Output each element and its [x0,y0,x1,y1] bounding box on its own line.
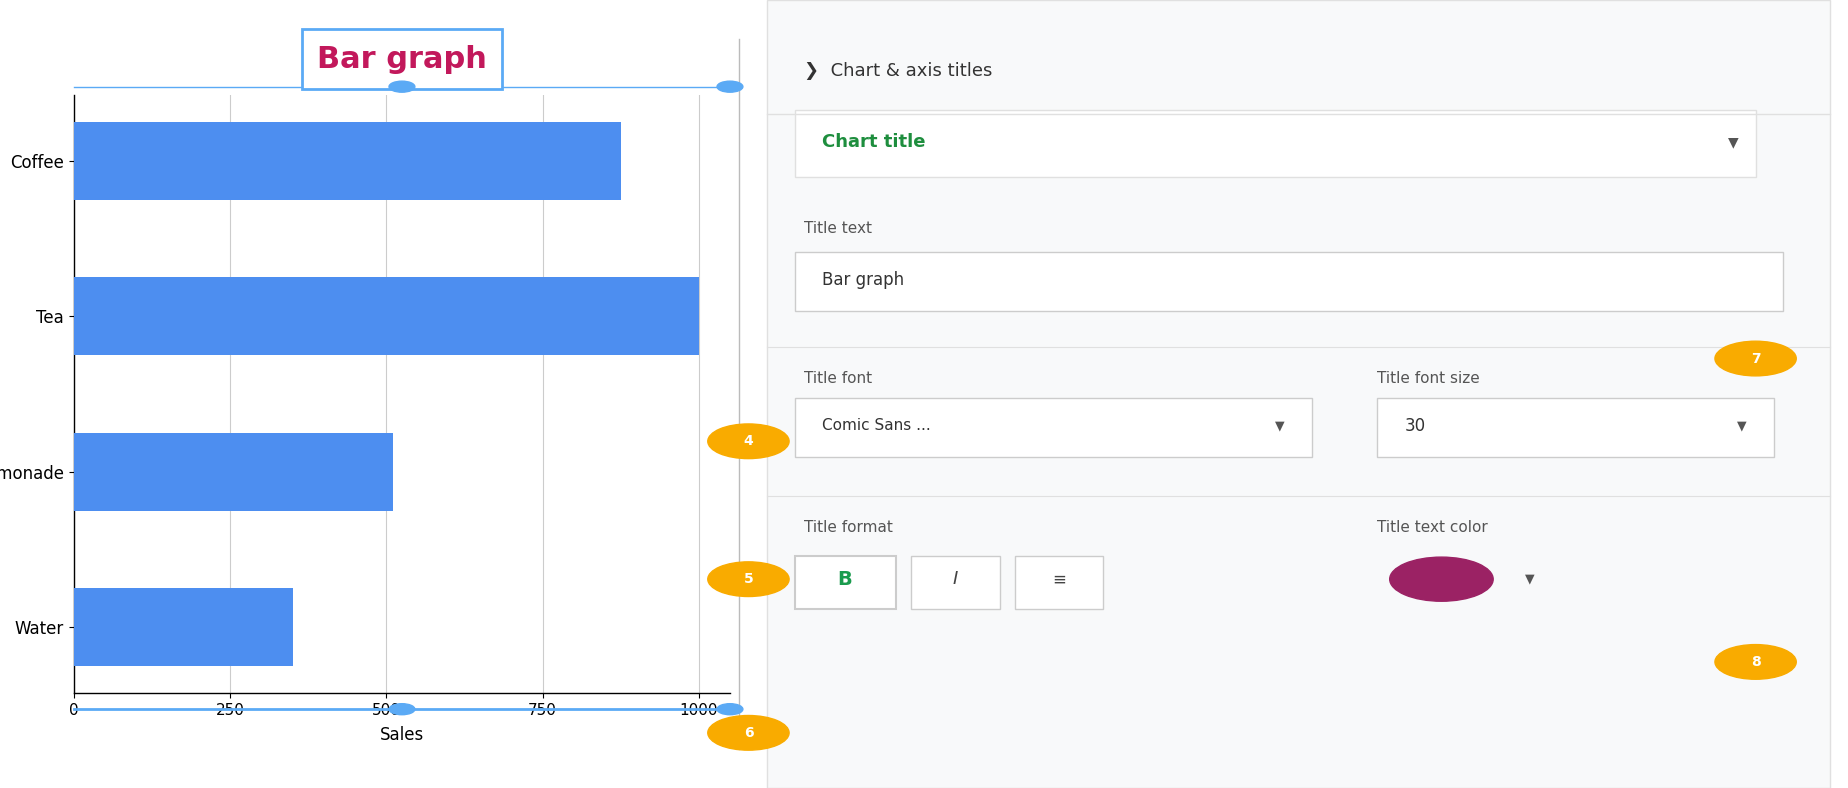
Text: I: I [954,571,957,588]
Text: ▼: ▼ [1275,419,1284,432]
Text: 6: 6 [743,726,754,740]
Text: B: B [837,570,852,589]
Text: Title font size: Title font size [1377,370,1480,386]
Bar [74,589,292,666]
Text: Title font: Title font [804,370,872,386]
Bar [74,277,699,355]
Text: Bar graph: Bar graph [318,45,486,73]
Text: ▼: ▼ [1728,135,1739,149]
Text: ≡: ≡ [1052,571,1066,588]
Text: Title text color: Title text color [1377,520,1488,536]
Text: ▼: ▼ [1737,419,1746,432]
Text: 5: 5 [743,572,754,586]
Bar [74,433,392,511]
Text: Comic Sans ...: Comic Sans ... [822,418,931,433]
Text: ▼: ▼ [1525,573,1534,585]
Text: 7: 7 [1750,351,1761,366]
X-axis label: Sales: Sales [381,727,423,745]
Text: 30: 30 [1404,417,1425,434]
Text: Title format: Title format [804,520,893,536]
Text: 4: 4 [743,434,754,448]
Bar [74,122,621,199]
Text: Chart title: Chart title [822,133,926,151]
Text: 8: 8 [1750,655,1761,669]
Text: Bar graph: Bar graph [822,271,904,288]
Text: ❯  Chart & axis titles: ❯ Chart & axis titles [804,62,992,80]
Text: Title text: Title text [804,221,872,236]
